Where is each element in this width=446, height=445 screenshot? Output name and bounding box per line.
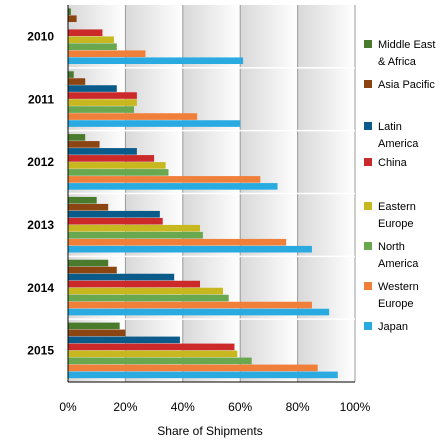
bar — [68, 113, 198, 120]
bar — [68, 57, 244, 65]
legend-swatch — [364, 202, 372, 210]
x-tick-label: 100% — [340, 400, 371, 414]
bar — [68, 183, 278, 190]
bar — [68, 120, 241, 127]
bar — [68, 176, 261, 183]
bar — [68, 196, 97, 204]
legend-swatch — [364, 122, 372, 130]
bar — [68, 15, 77, 23]
bar — [68, 357, 252, 365]
legend-label: Latin America — [378, 121, 419, 150]
bar — [68, 336, 180, 344]
y-tick-label: 2014 — [27, 281, 54, 295]
legend-swatch — [364, 80, 372, 88]
x-tick-label: 20% — [113, 400, 137, 414]
bar — [68, 224, 201, 232]
y-tick-label: 2015 — [27, 344, 54, 358]
legend-swatch — [364, 282, 372, 290]
y-tick-label: 2013 — [27, 218, 54, 232]
bar — [68, 273, 175, 281]
bar — [68, 280, 201, 288]
axes — [67, 5, 355, 383]
category-separators — [68, 67, 355, 320]
bar — [68, 141, 100, 148]
bar — [68, 8, 71, 16]
x-tick-label: 40% — [171, 400, 195, 414]
legend-swatch — [364, 158, 372, 166]
bar — [68, 210, 160, 218]
bar — [68, 266, 117, 274]
bar — [68, 71, 74, 78]
bar — [68, 99, 137, 106]
legend-label: Asia Pacific — [378, 79, 435, 91]
x-axis-label: Share of Shipments — [157, 424, 262, 438]
bar — [68, 322, 120, 330]
bar — [68, 134, 86, 141]
y-tick-label: 2010 — [27, 29, 54, 43]
bars — [68, 8, 338, 379]
legend: Middle East & Africa Asia Pacific Latin Amer… — [364, 39, 435, 333]
x-tick-label: 0% — [59, 400, 77, 414]
bar — [68, 78, 86, 85]
bar — [68, 259, 109, 267]
bar — [68, 329, 126, 337]
x-tick-label: 80% — [286, 400, 310, 414]
legend-label: Eastern Europe — [378, 201, 416, 230]
bar — [68, 29, 103, 37]
bar — [68, 245, 312, 253]
bar — [68, 162, 166, 169]
bar — [68, 106, 135, 113]
bar — [68, 231, 203, 239]
bar — [68, 364, 318, 372]
bar — [68, 169, 169, 176]
bar — [68, 371, 338, 379]
y-tick-label: 2011 — [28, 92, 54, 106]
bar — [68, 343, 235, 351]
legend-swatch — [364, 242, 372, 250]
bar — [68, 92, 137, 99]
legend-label: North America — [378, 241, 419, 270]
legend-swatch — [364, 322, 372, 330]
legend-label: Western Europe — [378, 281, 419, 310]
legend-label: Middle East & Africa — [378, 39, 435, 68]
bar — [68, 155, 155, 162]
bar — [68, 238, 287, 246]
x-tick-label: 60% — [228, 400, 252, 414]
bar — [68, 203, 109, 211]
bar — [68, 287, 223, 295]
bar — [68, 301, 312, 309]
bar — [68, 43, 117, 51]
bar — [68, 148, 137, 155]
legend-label: China — [378, 157, 408, 169]
bar — [68, 350, 238, 358]
y-tick-labels: 2010 2011 2012 2013 2014 2015 — [27, 29, 54, 357]
legend-swatch — [364, 40, 372, 48]
y-tick-label: 2012 — [27, 155, 54, 169]
bar — [68, 217, 163, 225]
bar — [68, 85, 117, 92]
bar — [68, 36, 114, 44]
bar — [68, 308, 330, 316]
bar — [68, 294, 229, 302]
x-tick-labels: 0% 20% 40% 60% 80% 100% — [59, 400, 370, 414]
bar — [68, 50, 146, 58]
legend-label: Japan — [378, 321, 408, 333]
